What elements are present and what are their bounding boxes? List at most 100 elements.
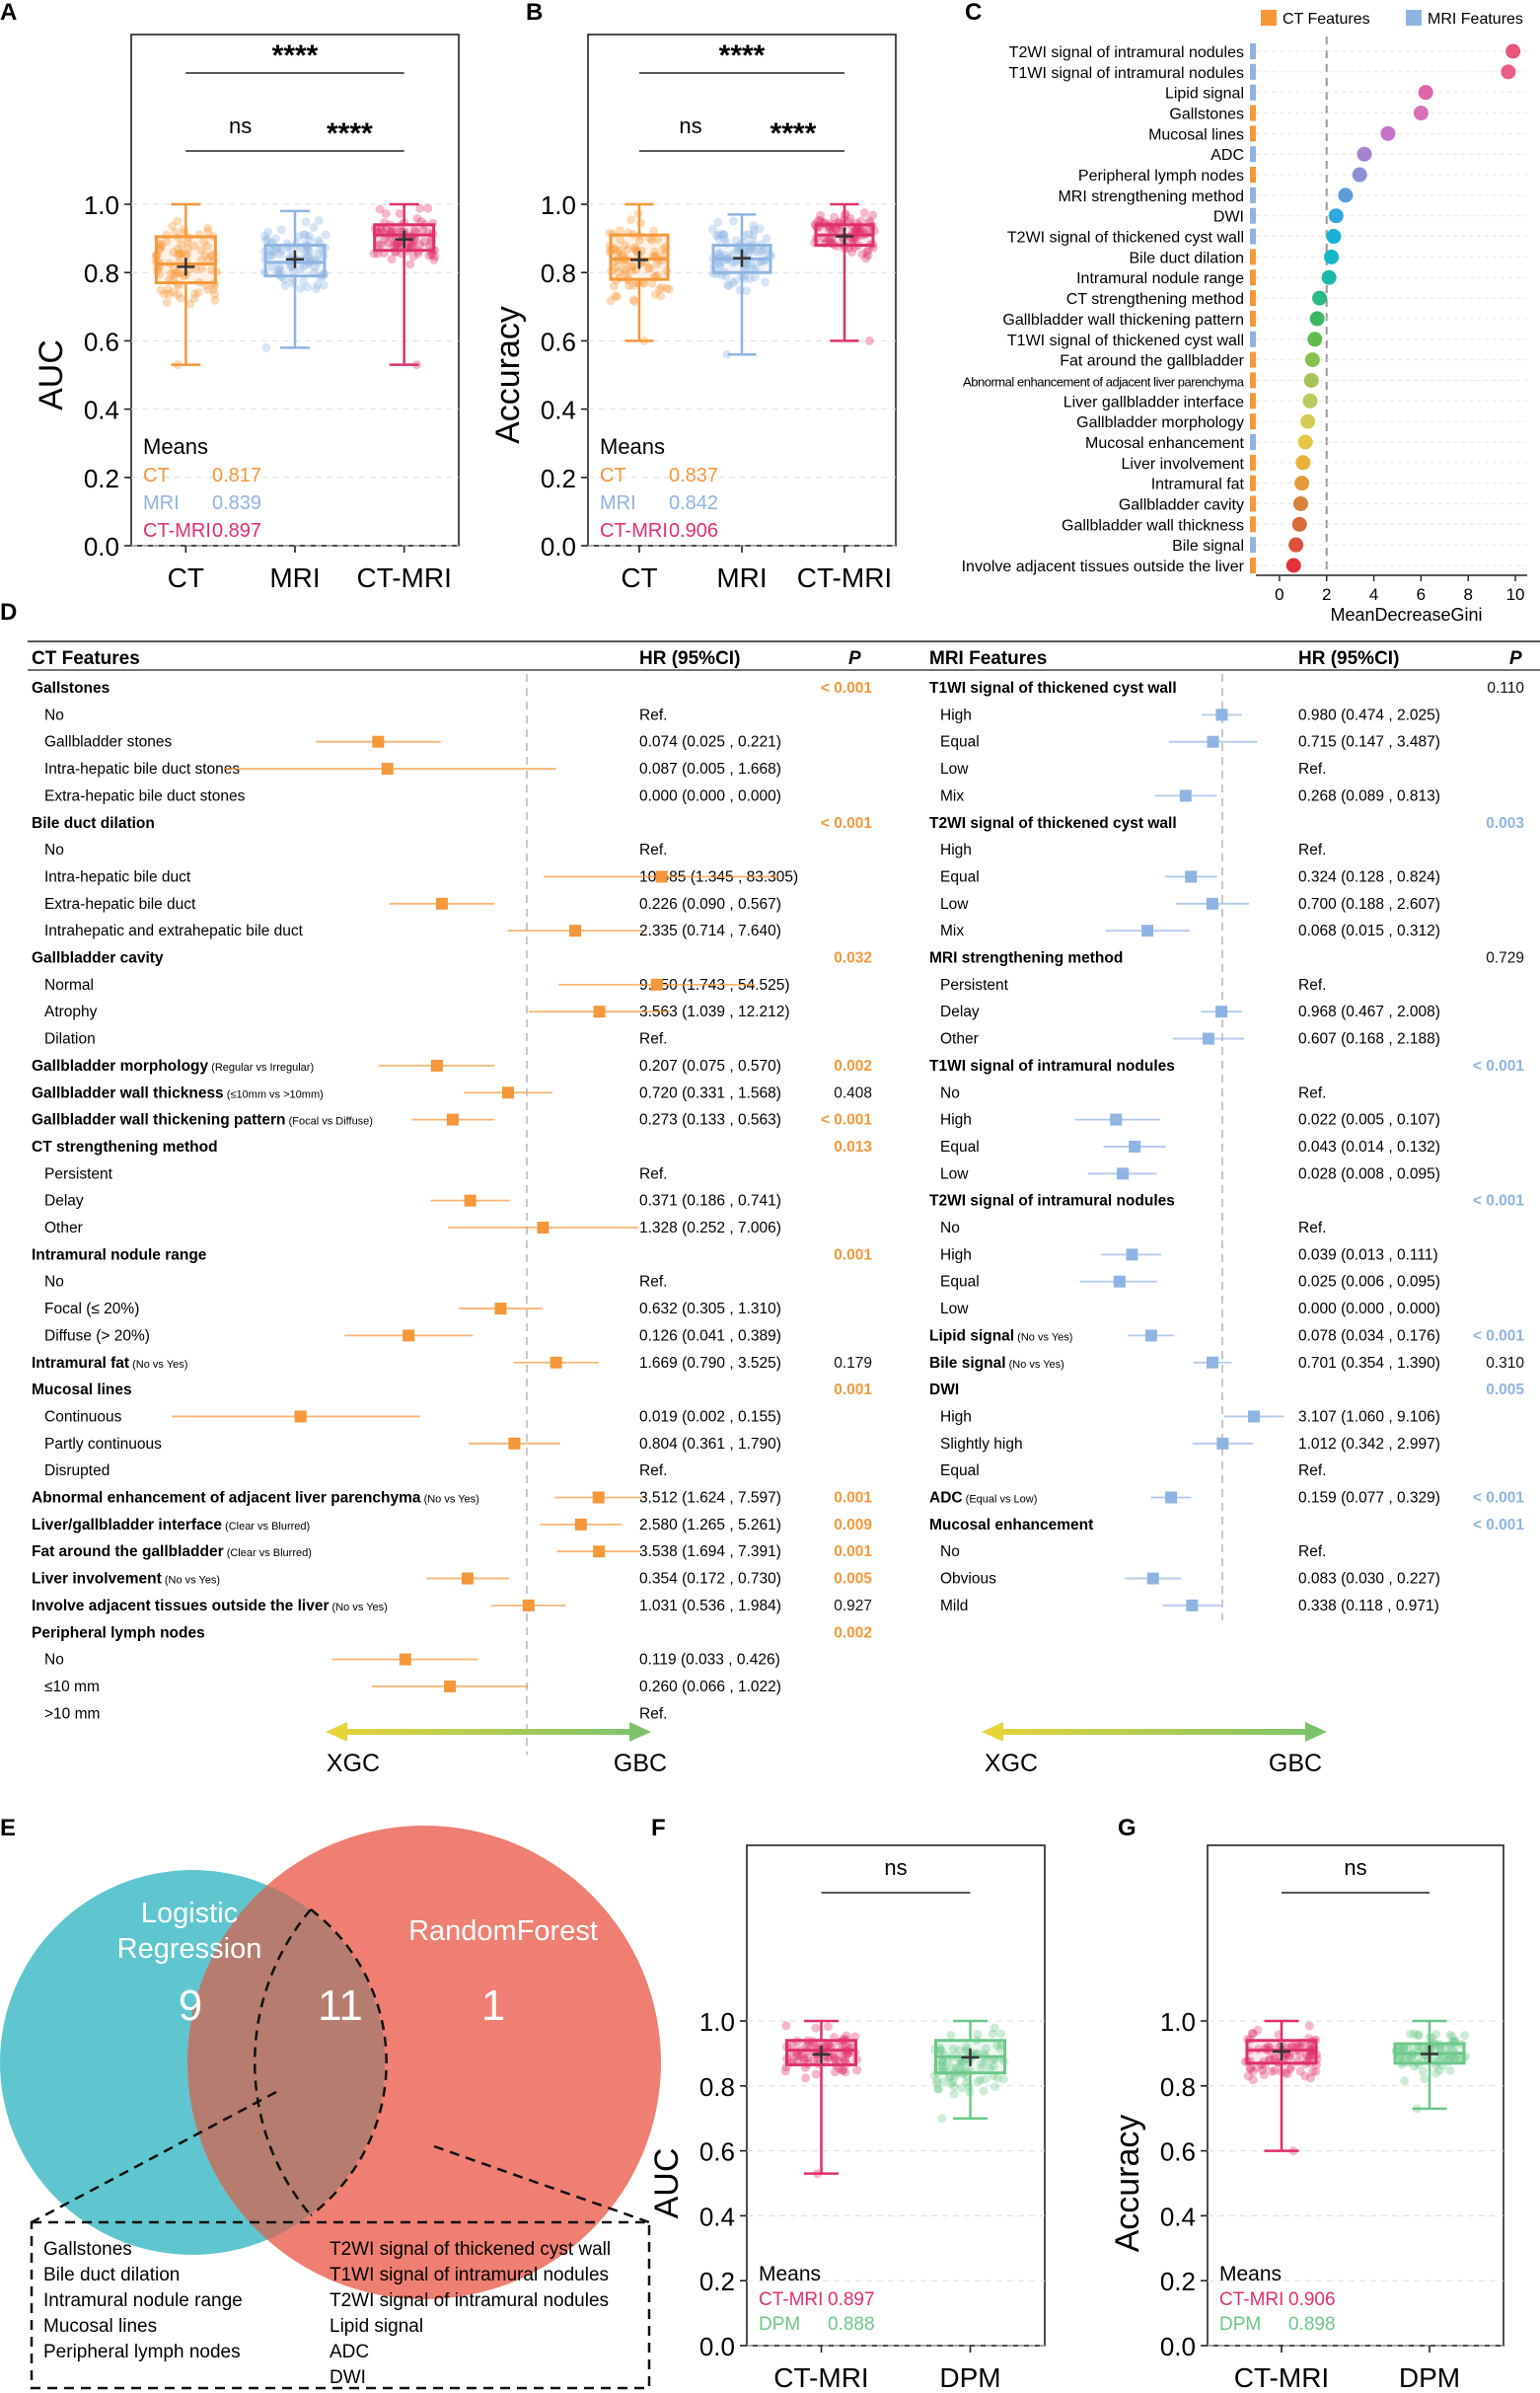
jitter-point — [973, 2030, 983, 2040]
jitter-point — [845, 213, 855, 223]
x-tick-label: 2 — [1322, 585, 1331, 604]
row-label: Obvious — [940, 1571, 996, 1588]
row-label: No — [940, 1220, 960, 1236]
jitter-point — [745, 273, 755, 283]
jitter-point — [1270, 2065, 1280, 2075]
p-value: < 0.001 — [821, 680, 873, 697]
y-tick-label: 0.4 — [1160, 2202, 1196, 2231]
jitter-point — [176, 268, 185, 278]
jitter-point — [936, 2045, 946, 2055]
jitter-point — [606, 296, 616, 306]
feature-label: T2WI signal of thickened cyst wall — [1007, 230, 1244, 247]
jitter-point — [296, 264, 306, 274]
jitter-point — [1460, 2030, 1470, 2040]
jitter-point — [831, 2067, 841, 2077]
intersection-feature: T2WI signal of thickened cyst wall — [330, 2239, 611, 2260]
y-tick-label: 0.6 — [699, 2137, 735, 2167]
jitter-point — [647, 278, 657, 288]
jitter-point — [384, 238, 394, 248]
means-label: CT-MRI — [759, 2289, 823, 2310]
jitter-point — [647, 236, 657, 246]
panel-letter-f: F — [651, 1815, 666, 1841]
jitter-point — [389, 241, 399, 251]
hr-value: 3.107 (1.060 , 9.106) — [1298, 1408, 1440, 1425]
hr-value: 0.607 (0.168 , 2.188) — [1298, 1031, 1440, 1048]
jitter-point — [314, 249, 324, 259]
column-header-p: P — [1509, 648, 1522, 669]
panel-f-auc-boxplot: 0.0 0.2 0.4 0.6 0.8 1.0 CT-MRI DPM AUC ns Means CT-… — [648, 1844, 1046, 2393]
jitter-point — [620, 259, 629, 268]
means-value: 0.906 — [1288, 2289, 1336, 2310]
jitter-point — [839, 2065, 848, 2075]
row-label-note: (No vs Yes) — [162, 1575, 220, 1587]
feature-label: Involve adjacent tissues outside the liv… — [962, 559, 1245, 575]
feature-label: MRI strengthening method — [1058, 188, 1244, 205]
y-tick-label: 1.0 — [541, 190, 576, 220]
jitter-point — [742, 260, 752, 269]
feature-label: Liver involvement — [1122, 456, 1245, 473]
hr-value: 2.335 (0.714 , 7.640) — [639, 923, 781, 939]
row-label: Fat around the gallbladder (Clear vs Blu… — [32, 1543, 312, 1560]
jitter-point — [408, 252, 418, 262]
jitter-point — [934, 2043, 944, 2053]
jitter-point — [430, 252, 440, 262]
jitter-point — [1253, 2025, 1263, 2035]
panel-letter-e: E — [0, 1815, 16, 1841]
x-tick-label: DPM — [1399, 2362, 1460, 2393]
means-label: CT-MRI — [143, 520, 211, 542]
jitter-point — [160, 289, 170, 299]
hr-value: 3.563 (1.039 , 12.212) — [639, 1004, 790, 1020]
jitter-point — [303, 282, 313, 292]
venn-count-logistic-only: 9 — [179, 1982, 202, 2030]
jitter-point — [262, 235, 272, 245]
p-value: 0.002 — [834, 1058, 872, 1075]
intersection-feature: Bile duct dilation — [43, 2265, 180, 2285]
jitter-point — [1395, 2053, 1405, 2062]
feature-label: T1WI signal of intramural nodules — [1009, 65, 1244, 82]
jitter-point — [611, 291, 621, 301]
y-tick-label: 0.8 — [84, 259, 119, 288]
p-value: 0.003 — [1486, 815, 1524, 832]
hr-point — [464, 1194, 477, 1207]
jitter-point — [304, 250, 314, 260]
y-tick-label: 0.2 — [84, 464, 119, 493]
jitter-point — [723, 280, 733, 290]
hr-point — [655, 870, 668, 883]
jitter-point — [169, 248, 179, 258]
jitter-point — [162, 236, 172, 246]
y-tick-label: 0.2 — [541, 464, 576, 493]
jitter-point — [811, 2023, 821, 2033]
row-label: No — [940, 1543, 960, 1560]
jitter-point — [189, 294, 199, 304]
jitter-point — [183, 250, 192, 260]
jitter-point — [741, 263, 751, 273]
hr-point — [1141, 925, 1154, 937]
group-marker — [1250, 495, 1256, 512]
jitter-point — [156, 240, 166, 250]
arrow-label-right: GBC — [614, 1750, 667, 1777]
p-value: 0.002 — [834, 1624, 872, 1641]
intersection-feature: Mucosal lines — [43, 2316, 157, 2337]
jitter-point — [208, 284, 218, 294]
jitter-point — [185, 299, 195, 309]
jitter-point — [749, 225, 759, 235]
jitter-point — [988, 2029, 997, 2039]
hr-point — [569, 925, 582, 937]
jitter-point — [175, 249, 184, 259]
x-tick-label: CT-MRI — [797, 562, 892, 593]
means-value: 0.842 — [669, 492, 718, 514]
feature-label: Abnormal enhancement of adjacent liver p… — [963, 374, 1245, 389]
significance-label: **** — [719, 39, 766, 72]
panel-c-gini-dotplot: CT Features MRI Features 0 2 4 6 8 10 MeanDecrea… — [962, 10, 1527, 625]
venn-count-rf-only: 1 — [481, 1982, 505, 2030]
means-title: Means — [143, 434, 208, 459]
intersection-feature: T2WI signal of intramural nodules — [330, 2290, 609, 2311]
jitter-point — [310, 262, 320, 271]
venn-overlap — [187, 1870, 385, 2255]
jitter-point — [830, 2055, 840, 2064]
x-tick-label: 6 — [1417, 585, 1426, 604]
feature-label: Intramural fat — [1151, 477, 1245, 493]
jitter-point — [259, 231, 269, 241]
jitter-point — [286, 262, 296, 272]
jitter-point — [862, 248, 872, 258]
